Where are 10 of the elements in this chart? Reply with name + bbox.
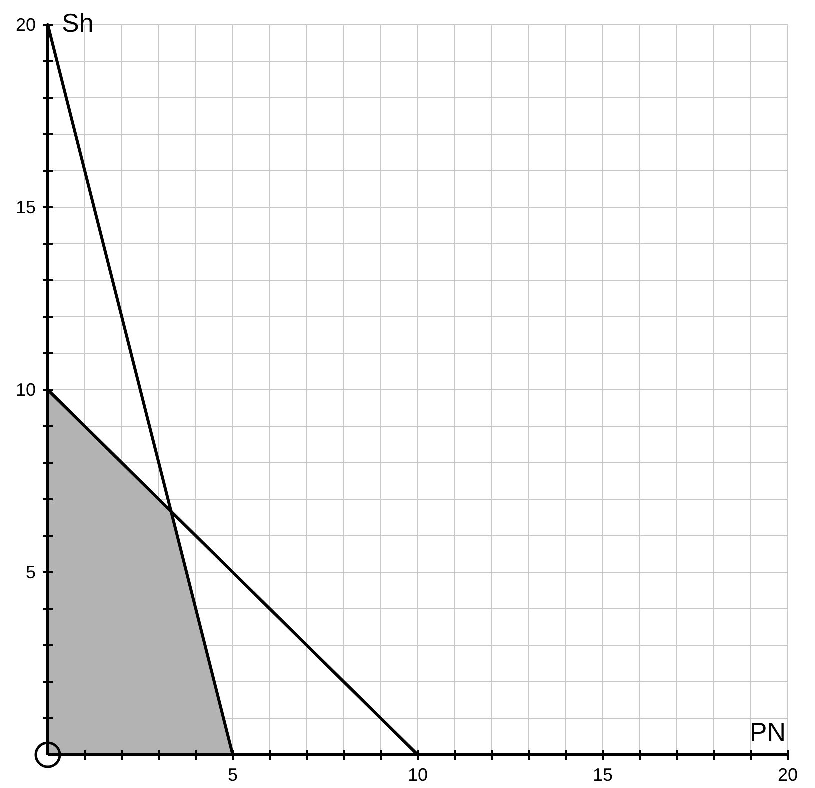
x-axis-title: PN <box>750 717 786 747</box>
y-axis-title: Sh <box>62 8 94 38</box>
y-tick-label: 15 <box>16 198 36 218</box>
x-tick-label: 20 <box>778 765 798 785</box>
y-tick-label: 20 <box>16 15 36 35</box>
x-tick-label: 15 <box>592 765 614 785</box>
x-tick-label: 5 <box>228 765 238 785</box>
y-tick-label: 5 <box>26 562 36 582</box>
x-tick-label: 10 <box>408 765 428 785</box>
y-tick-label: 10 <box>16 380 36 400</box>
